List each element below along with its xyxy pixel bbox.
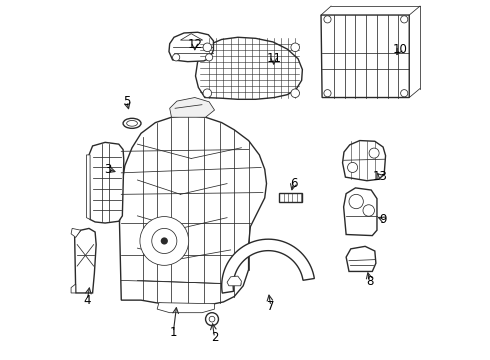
Circle shape (363, 205, 374, 216)
Polygon shape (170, 98, 215, 117)
Circle shape (205, 54, 213, 61)
Text: 1: 1 (170, 326, 177, 339)
Polygon shape (87, 155, 90, 220)
Text: 9: 9 (379, 213, 387, 226)
Circle shape (291, 89, 299, 98)
Circle shape (324, 16, 331, 23)
Text: 5: 5 (123, 95, 130, 108)
Polygon shape (74, 228, 96, 293)
Circle shape (209, 316, 215, 322)
Circle shape (203, 89, 212, 98)
Text: 12: 12 (187, 38, 202, 51)
Polygon shape (221, 239, 315, 293)
Text: 6: 6 (290, 177, 297, 190)
Ellipse shape (126, 121, 137, 126)
Polygon shape (169, 32, 214, 62)
Polygon shape (180, 34, 203, 40)
Circle shape (161, 237, 168, 244)
Text: 7: 7 (267, 300, 274, 313)
Polygon shape (120, 116, 267, 306)
Ellipse shape (123, 118, 141, 129)
Text: 3: 3 (104, 163, 112, 176)
Circle shape (291, 43, 299, 51)
Circle shape (140, 217, 189, 265)
Text: 4: 4 (83, 294, 91, 307)
Text: 8: 8 (366, 275, 373, 288)
Text: 10: 10 (392, 42, 407, 55)
Text: 2: 2 (211, 331, 218, 344)
Polygon shape (321, 15, 409, 98)
Text: 11: 11 (266, 51, 281, 64)
Polygon shape (71, 284, 76, 293)
Polygon shape (343, 188, 377, 235)
Polygon shape (71, 228, 81, 237)
Text: 13: 13 (373, 170, 388, 183)
Polygon shape (196, 37, 302, 99)
Circle shape (152, 228, 177, 253)
Circle shape (349, 194, 364, 209)
Polygon shape (89, 142, 124, 223)
Polygon shape (157, 303, 215, 313)
Circle shape (401, 16, 408, 23)
Circle shape (205, 313, 219, 325)
Circle shape (203, 43, 212, 51)
Polygon shape (227, 276, 242, 286)
Circle shape (401, 90, 408, 97)
Circle shape (172, 54, 180, 61)
Polygon shape (343, 140, 386, 181)
Circle shape (369, 148, 379, 158)
Circle shape (347, 162, 358, 172)
Circle shape (324, 90, 331, 97)
Polygon shape (279, 193, 302, 202)
Polygon shape (346, 246, 376, 271)
